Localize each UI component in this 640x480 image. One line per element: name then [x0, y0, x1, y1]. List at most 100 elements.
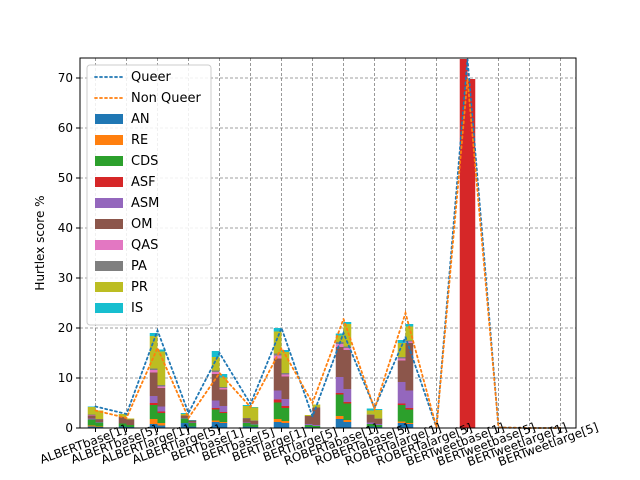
- legend-swatch: [95, 198, 123, 208]
- bar-segment-qas-nonqueer: [219, 388, 228, 390]
- bar-segment-pr-nonqueer: [126, 418, 135, 420]
- bar-segment-cds-nonqueer: [188, 423, 197, 427]
- bar-segment-asm-queer: [273, 390, 282, 400]
- legend-label: RE: [131, 133, 148, 148]
- bar-segment-pa-queer: [211, 370, 220, 372]
- bar-segment-qas-queer: [397, 358, 406, 361]
- y-tick-label: 50: [58, 171, 73, 185]
- bar-segment-pr-queer: [118, 414, 127, 417]
- bar-segment-asm-queer: [366, 422, 375, 424]
- bar-segment-cds-queer: [242, 423, 251, 427]
- legend-swatch: [95, 114, 123, 124]
- bar-segment-om-queer: [118, 417, 127, 424]
- bar-segment-asm-queer: [242, 422, 251, 423]
- bar-segment-asm-queer: [304, 424, 313, 425]
- bar-segment-is-nonqueer: [188, 420, 197, 421]
- bar-segment-cds-queer: [397, 405, 406, 422]
- bar-segment-an-queer: [118, 426, 127, 428]
- bar-segment-asm-queer: [335, 377, 344, 393]
- bar-segment-cds-nonqueer: [343, 403, 352, 420]
- bar-segment-asf-queer: [273, 399, 282, 403]
- bar-segment-pa-queer: [87, 414, 96, 415]
- bar-segment-pr-nonqueer: [157, 351, 166, 385]
- bar-segment-asm-nonqueer: [95, 422, 104, 423]
- bar-segment-cds-nonqueer: [405, 409, 414, 423]
- bar-segment-re-queer: [149, 419, 158, 424]
- legend: Queer Non Queer AN RE CDS ASF ASM OM QAS PA PR IS: [86, 64, 212, 326]
- legend-swatch: [95, 156, 123, 166]
- y-tick-label: 60: [58, 121, 73, 135]
- line-queer: [94, 58, 562, 429]
- bar-segment-asm-queer: [149, 396, 158, 403]
- bar-segment-is-queer: [211, 351, 220, 357]
- bar-segment-qas-queer: [149, 370, 158, 373]
- bar-segment-om-nonqueer: [343, 350, 352, 389]
- bar-segment-re-nonqueer: [281, 421, 290, 423]
- bar-segment-asf-nonqueer: [467, 79, 476, 428]
- bar-segment-asf-queer: [211, 408, 220, 410]
- bar-segment-asm-nonqueer: [250, 424, 259, 425]
- bar-segment-qas-queer: [87, 415, 96, 416]
- bar-segment-is-nonqueer: [250, 407, 259, 408]
- legend-swatch: [95, 177, 123, 187]
- bar-segment-is-nonqueer: [343, 322, 352, 324]
- bar-segment-pr-queer: [304, 415, 313, 416]
- bar-segment-pa-queer: [397, 357, 406, 359]
- bar-segment-om-nonqueer: [157, 388, 166, 407]
- bar-segment-asf-nonqueer: [281, 406, 290, 408]
- legend-label: CDS: [131, 154, 158, 169]
- bar-segment-om-nonqueer: [188, 420, 197, 423]
- bar-segment-an-queer: [87, 426, 96, 428]
- bar-segment-an-nonqueer: [219, 423, 228, 428]
- bar-segment-cds-queer: [118, 423, 127, 427]
- bar-segment-cds-queer: [335, 394, 344, 416]
- bar-segment-pa-queer: [149, 368, 158, 370]
- bar-segment-pa-nonqueer: [374, 418, 383, 419]
- bar-segment-pr-nonqueer: [405, 326, 414, 341]
- bar-segment-asf-queer: [459, 59, 468, 428]
- bar-segment-pa-nonqueer: [281, 373, 290, 375]
- bar-segment-pr-queer: [87, 407, 96, 415]
- y-tick-label: 10: [58, 371, 73, 385]
- bar-segment-cds-nonqueer: [157, 413, 166, 423]
- bar-segment-asm-queer: [180, 418, 189, 419]
- bar-segment-an-queer: [180, 423, 189, 428]
- bar-segment-re-nonqueer: [343, 420, 352, 422]
- bar-segment-pr-queer: [180, 414, 189, 416]
- bar-segment-qas-nonqueer: [343, 348, 352, 350]
- bar-segment-asf-nonqueer: [343, 402, 352, 404]
- bar-segment-qas-nonqueer: [157, 386, 166, 388]
- bar-segment-om-nonqueer: [219, 389, 228, 406]
- bar-segment-pr-queer: [242, 406, 251, 418]
- bar-segment-is-queer: [335, 333, 344, 336]
- legend-swatch: [95, 219, 123, 229]
- bar-segment-an-queer: [211, 422, 220, 428]
- legend-label: ASM: [131, 196, 159, 211]
- bar-segment-is-queer: [273, 328, 282, 332]
- bar-segment-om-queer: [304, 416, 313, 424]
- series-lines: [94, 58, 562, 429]
- bar-segment-om-nonqueer: [250, 421, 259, 424]
- bar-segment-is-nonqueer: [219, 374, 228, 378]
- bar-segment-om-queer: [366, 415, 375, 423]
- bar-segment-cds-nonqueer: [281, 408, 290, 421]
- bar-segment-an-nonqueer: [343, 422, 352, 428]
- bar-segment-asm-nonqueer: [374, 424, 383, 425]
- bar-segment-re-nonqueer: [157, 423, 166, 426]
- bar-segment-cds-queer: [273, 402, 282, 419]
- bar-segment-cds-nonqueer: [95, 422, 104, 427]
- bar-segment-om-nonqueer: [281, 376, 290, 399]
- bar-segment-asm-nonqueer: [157, 406, 166, 412]
- legend-label: QAS: [131, 238, 158, 253]
- bar-segment-om-queer: [273, 358, 282, 391]
- legend-swatch: [95, 282, 123, 292]
- bar-segment-cds-nonqueer: [312, 426, 321, 428]
- bar-segment-asm-nonqueer: [405, 390, 414, 408]
- bar-segment-pa-nonqueer: [405, 340, 414, 342]
- legend-label: PR: [131, 280, 148, 295]
- bar-segment-is-queer: [242, 405, 251, 406]
- bar-segment-cds-queer: [87, 419, 96, 426]
- legend-label: AN: [131, 112, 150, 127]
- bar-segment-is-nonqueer: [157, 349, 166, 352]
